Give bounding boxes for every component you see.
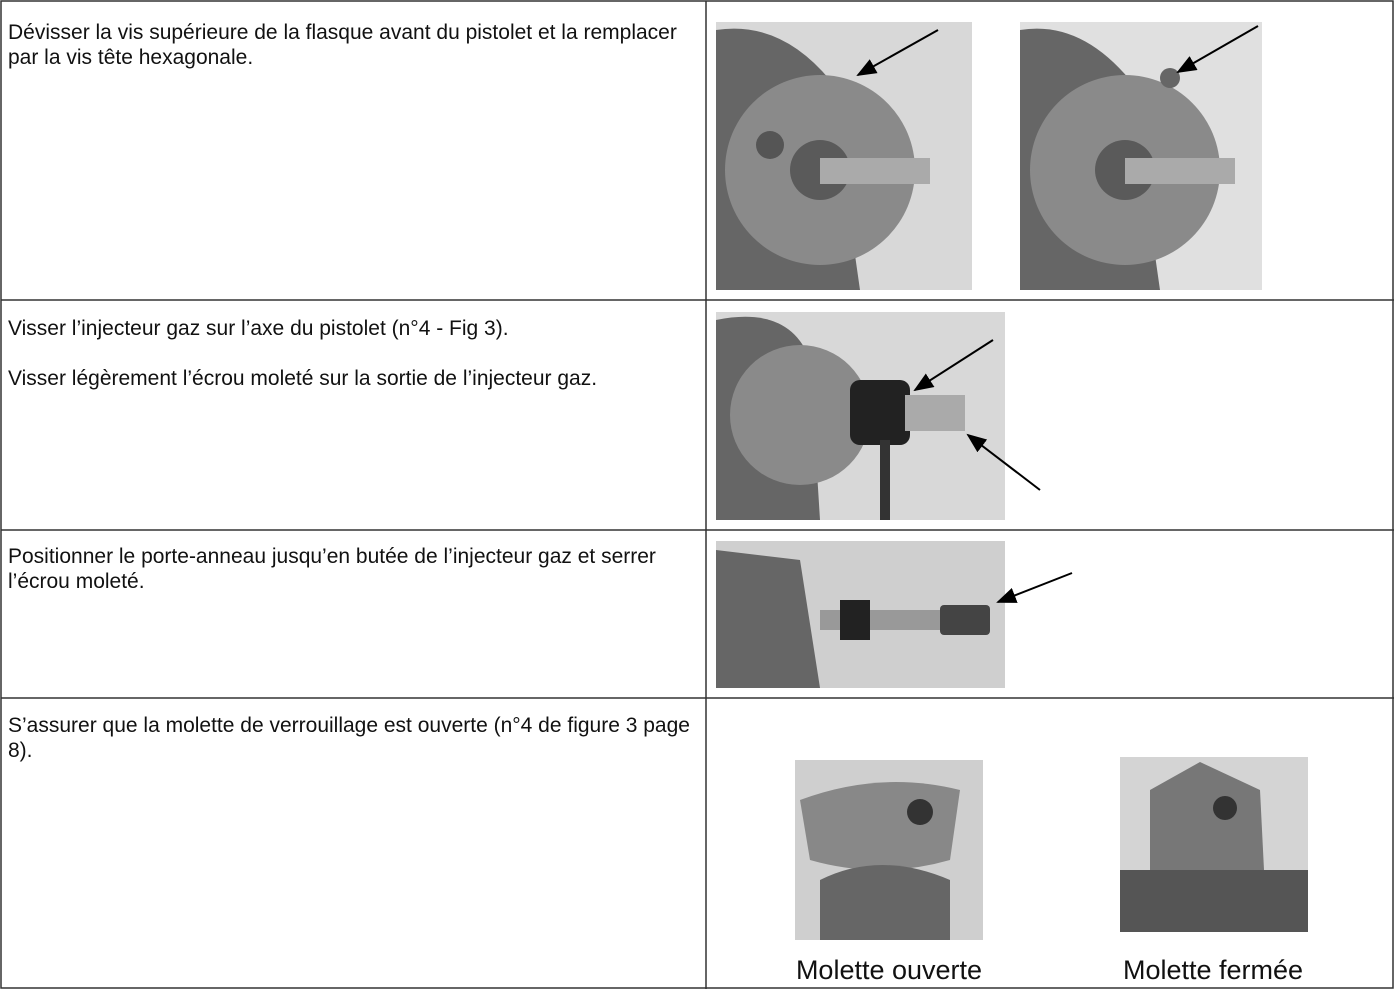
caption: Molette ouverte bbox=[795, 955, 983, 985]
paragraph: Visser l’injecteur gaz sur l’axe du pist… bbox=[8, 317, 509, 340]
paragraph: Dévisser la vis supérieure de la flasque… bbox=[8, 21, 677, 69]
paragraph: Positionner le porte-anneau jusqu’en but… bbox=[8, 545, 656, 593]
photo bbox=[716, 312, 1005, 520]
arrows bbox=[856, 25, 1259, 603]
row-text: Dévisser la vis supérieure de la flasque… bbox=[8, 20, 698, 95]
photo bbox=[1020, 22, 1262, 290]
photo bbox=[795, 760, 983, 940]
row-text: S’assurer que la molette de verrouillage… bbox=[8, 713, 702, 788]
paragraph: Visser légèrement l’écrou moleté sur la … bbox=[8, 367, 598, 390]
row-text: Visser l’injecteur gaz sur l’axe du pist… bbox=[8, 316, 688, 416]
photo bbox=[716, 541, 1005, 688]
row-text: Positionner le porte-anneau jusqu’en but… bbox=[8, 544, 698, 619]
caption: Molette fermée bbox=[1122, 955, 1304, 985]
photo bbox=[1120, 757, 1308, 932]
photo bbox=[716, 22, 972, 290]
paragraph: S’assurer que la molette de verrouillage… bbox=[8, 714, 690, 762]
